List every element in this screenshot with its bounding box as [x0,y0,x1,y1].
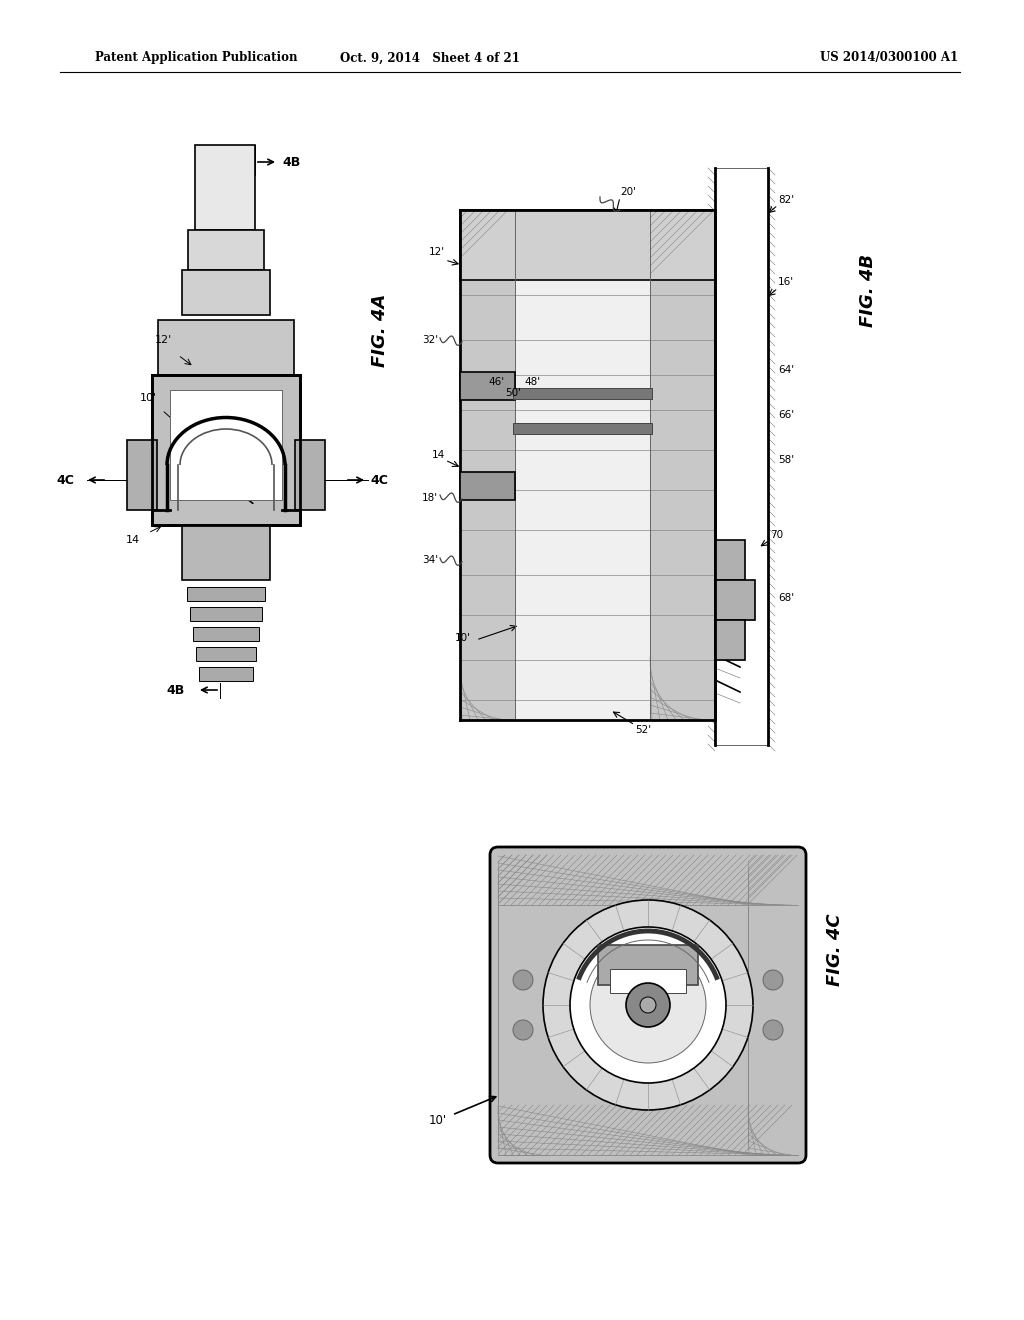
Bar [460,210,515,719]
Bar [190,607,262,620]
Bar [152,375,300,525]
Bar [650,210,715,719]
Circle shape [513,1020,534,1040]
Bar [513,422,652,434]
Bar [610,969,686,993]
Bar [170,389,282,500]
Text: 46': 46' [488,378,504,387]
Bar [199,667,253,681]
Text: US 2014/0300100 A1: US 2014/0300100 A1 [820,51,958,65]
Text: FIG. 4C: FIG. 4C [826,913,844,986]
Text: 48': 48' [524,378,540,387]
Text: Patent Application Publication: Patent Application Publication [95,51,298,65]
Text: 14: 14 [126,535,140,545]
Bar [195,145,255,230]
Circle shape [640,997,656,1012]
Circle shape [763,970,783,990]
Text: 32': 32' [422,335,438,345]
Text: 66': 66' [778,411,795,420]
Text: 10': 10' [455,634,471,643]
Text: 58': 58' [778,455,795,465]
Text: 20': 20' [620,187,636,197]
Circle shape [513,970,534,990]
Bar [182,271,270,315]
Text: FIG. 4A: FIG. 4A [371,293,389,367]
Text: 12': 12' [155,335,172,345]
Text: 64': 64' [778,366,795,375]
Bar [715,579,755,620]
Bar [715,620,745,660]
Text: 10': 10' [139,393,157,403]
Bar [193,627,259,642]
Bar [460,473,515,500]
Text: 34': 34' [422,554,438,565]
Bar [460,372,515,400]
Circle shape [626,983,670,1027]
FancyBboxPatch shape [490,847,806,1163]
Text: 4C: 4C [56,474,74,487]
Bar [182,525,270,579]
Bar [598,945,698,985]
Text: 16': 16' [778,277,795,286]
Circle shape [590,946,706,1063]
Bar [715,540,745,579]
Text: 10': 10' [429,1114,447,1126]
Text: 18': 18' [422,492,438,503]
Bar [196,647,256,661]
Text: 52': 52' [635,725,651,735]
Bar [158,319,294,375]
Bar [127,440,157,510]
Text: 4C: 4C [370,474,388,487]
Bar [515,210,650,719]
Text: Oct. 9, 2014   Sheet 4 of 21: Oct. 9, 2014 Sheet 4 of 21 [340,51,520,65]
Bar [187,587,265,601]
Text: 70: 70 [770,531,783,540]
Text: 12': 12' [429,247,445,257]
Text: 82': 82' [778,195,795,205]
Circle shape [570,927,726,1082]
Bar [295,440,325,510]
Text: 4B: 4B [282,156,300,169]
Bar [188,230,264,271]
Text: 4B: 4B [167,684,185,697]
Text: 50': 50' [505,388,521,399]
Circle shape [763,1020,783,1040]
Bar [715,168,768,744]
Bar [513,388,652,399]
Text: 14: 14 [432,450,445,459]
Bar [460,210,715,280]
Circle shape [543,900,753,1110]
Text: 68': 68' [778,593,795,603]
Text: FIG. 4B: FIG. 4B [859,253,877,326]
